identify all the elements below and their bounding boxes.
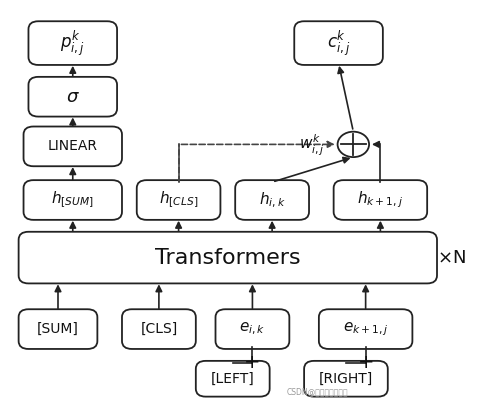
FancyBboxPatch shape [334,180,427,220]
FancyBboxPatch shape [19,232,437,284]
FancyBboxPatch shape [235,180,309,220]
Text: CSDN@春去秋来情不归: CSDN@春去秋来情不归 [287,388,348,397]
Text: $h_{k+1,j}$: $h_{k+1,j}$ [357,190,403,210]
Text: $c_{i,j}^k$: $c_{i,j}^k$ [327,28,350,58]
Text: LINEAR: LINEAR [48,139,98,153]
Text: $h_{i,k}$: $h_{i,k}$ [259,190,286,210]
Text: [SUM]: [SUM] [37,322,79,336]
FancyBboxPatch shape [215,309,290,349]
Text: $h_{[SUM]}$: $h_{[SUM]}$ [51,190,94,210]
FancyBboxPatch shape [319,309,412,349]
FancyBboxPatch shape [28,21,117,65]
FancyBboxPatch shape [19,309,98,349]
Text: $\times$N: $\times$N [438,249,466,267]
Text: [RIGHT]: [RIGHT] [319,372,373,386]
Text: [CLS]: [CLS] [140,322,178,336]
FancyBboxPatch shape [28,77,117,116]
Text: $\sigma$: $\sigma$ [66,88,80,106]
FancyBboxPatch shape [137,180,220,220]
FancyBboxPatch shape [304,361,388,397]
FancyBboxPatch shape [24,180,122,220]
Text: $e_{i,k}$: $e_{i,k}$ [239,321,266,337]
Text: [LEFT]: [LEFT] [211,372,254,386]
Text: $h_{[CLS]}$: $h_{[CLS]}$ [159,190,198,210]
Text: +: + [357,352,374,372]
Text: +: + [244,352,261,372]
FancyBboxPatch shape [196,361,270,397]
FancyBboxPatch shape [294,21,383,65]
Text: $p_{i,j}^k$: $p_{i,j}^k$ [60,28,85,58]
Text: Transformers: Transformers [155,248,300,268]
Text: $e_{k+1,j}$: $e_{k+1,j}$ [343,320,389,338]
Text: $w_{i,j}^k$: $w_{i,j}^k$ [298,133,324,158]
FancyBboxPatch shape [122,309,196,349]
FancyBboxPatch shape [24,126,122,166]
